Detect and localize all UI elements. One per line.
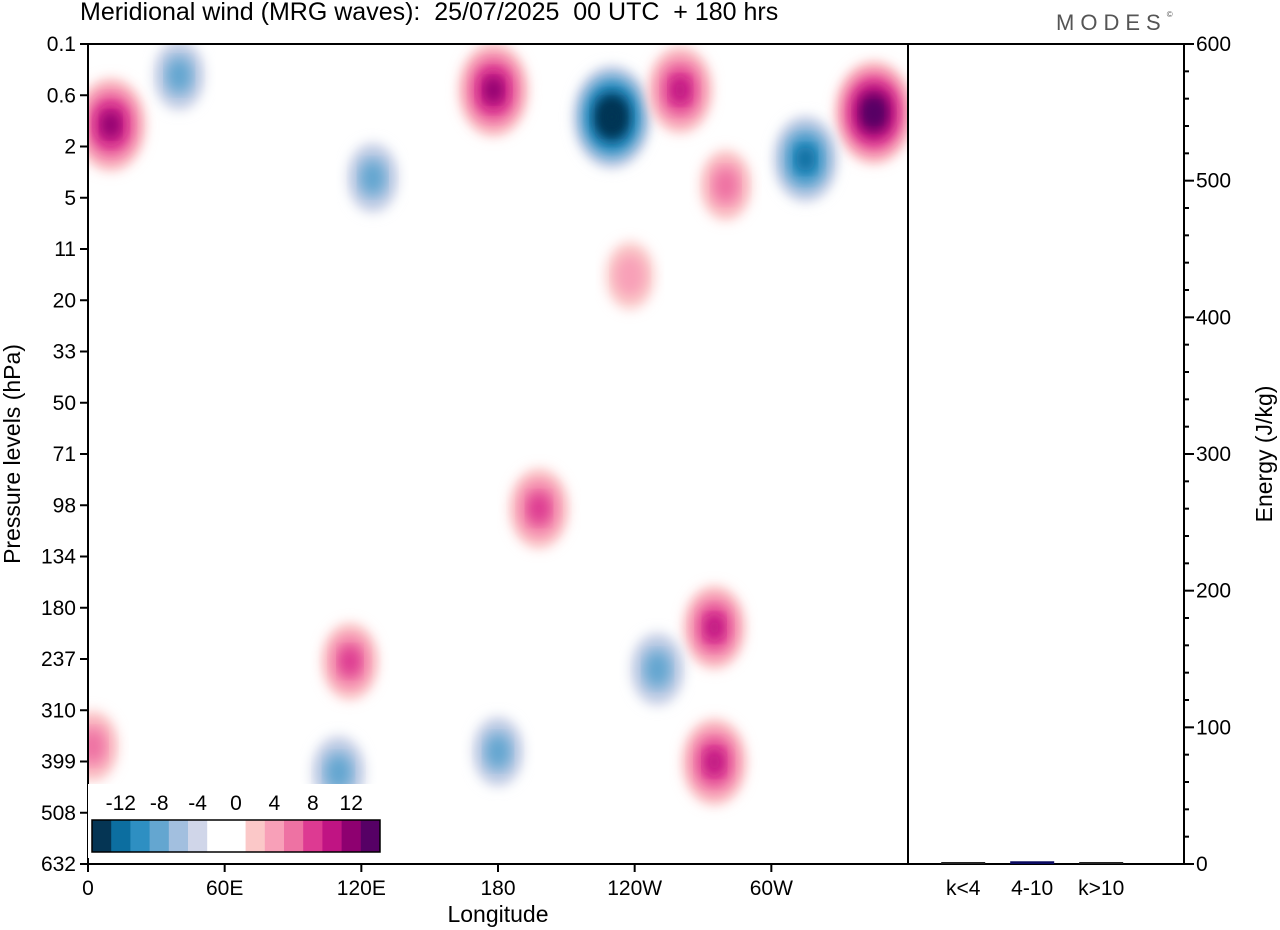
contour-blob bbox=[670, 77, 690, 103]
axes: 0.1 0.6 2 5 11 20 33 50 71 98 134 180 237 310 399 508 63… bbox=[0, 33, 1277, 927]
energy-tick-label: 500 bbox=[1196, 170, 1231, 193]
energy-bar bbox=[1079, 862, 1124, 864]
y-tick-label: 180 bbox=[41, 597, 76, 620]
y-tick-label: 310 bbox=[41, 699, 76, 722]
colorbar-swatch bbox=[207, 820, 227, 852]
colorbar-swatch bbox=[226, 820, 247, 852]
x-tick-label: 180 bbox=[480, 877, 515, 900]
contour-blob bbox=[88, 730, 105, 762]
colorbar-label: 4 bbox=[269, 792, 281, 815]
colorbar-swatch bbox=[303, 820, 323, 852]
colorbar-label: 0 bbox=[230, 792, 242, 815]
colorbar-swatch bbox=[245, 820, 266, 852]
y-tick-label: 134 bbox=[41, 546, 76, 569]
energy-tick-label: 0 bbox=[1196, 853, 1208, 876]
brand-logo: MODES© bbox=[1056, 10, 1173, 35]
colorbar-label: -12 bbox=[106, 792, 136, 815]
y-tick-label: 98 bbox=[53, 494, 76, 517]
energy-axis-title: Energy (J/kg) bbox=[1251, 386, 1277, 523]
contour-blob bbox=[340, 647, 360, 675]
contour-blob bbox=[705, 749, 724, 775]
colorbar-swatch bbox=[264, 820, 285, 852]
x-tick-label: 120E bbox=[337, 877, 386, 900]
colorbar-swatch bbox=[130, 820, 151, 852]
colorbar-swatch bbox=[188, 820, 208, 852]
y-tick-label: 632 bbox=[41, 853, 76, 876]
energy-bar bbox=[941, 862, 986, 864]
colorbar-frame bbox=[91, 819, 381, 853]
x-tick-label: 120W bbox=[607, 877, 662, 900]
y-tick-label: 237 bbox=[41, 648, 76, 671]
contour-blob bbox=[486, 735, 510, 768]
contour-blob bbox=[796, 146, 815, 172]
colorbar-label: -4 bbox=[188, 792, 207, 815]
colorbar-swatch bbox=[322, 820, 343, 852]
y-tick-label: 50 bbox=[53, 392, 76, 415]
contour-blob bbox=[167, 59, 191, 92]
colorbar-swatch bbox=[111, 820, 131, 852]
colorbar-swatch bbox=[360, 820, 381, 852]
y-tick-label: 0.6 bbox=[47, 84, 76, 107]
colorbar-swatch bbox=[168, 820, 189, 852]
contour-blob bbox=[102, 113, 120, 137]
y-tick-label: 33 bbox=[53, 341, 76, 364]
x-axis-title: Longitude bbox=[447, 901, 548, 927]
energy-tick-label: 600 bbox=[1196, 33, 1231, 56]
chart-title: Meridional wind (MRG waves): 25/07/2025 … bbox=[80, 0, 779, 26]
colorbar-label: 12 bbox=[340, 792, 363, 815]
y-tick-label: 71 bbox=[53, 443, 76, 466]
contour-blob bbox=[604, 107, 620, 127]
contour-blob bbox=[484, 78, 502, 102]
energy-tick-label: 100 bbox=[1196, 716, 1231, 739]
x-tick-label: 60E bbox=[206, 877, 243, 900]
contour-blob bbox=[326, 755, 351, 789]
energy-bar bbox=[1010, 861, 1055, 864]
colorbar: -12 -8 -4 0 4 8 12 bbox=[88, 784, 384, 858]
energy-category-label: 4-10 bbox=[1011, 877, 1053, 900]
contour-blob bbox=[645, 652, 670, 686]
energy-category-label: k<4 bbox=[946, 877, 981, 900]
y-tick-label: 399 bbox=[41, 751, 76, 774]
energy-tick-label: 200 bbox=[1196, 580, 1231, 603]
colorbar-swatch bbox=[284, 820, 304, 852]
contour-blob bbox=[714, 169, 738, 202]
contour-blob bbox=[361, 161, 385, 194]
energy-tick-label: 300 bbox=[1196, 443, 1231, 466]
colorbar-swatch bbox=[341, 820, 362, 852]
y-tick-label: 2 bbox=[64, 136, 76, 159]
contour-blob bbox=[528, 494, 550, 523]
contour-blob bbox=[866, 102, 882, 123]
y-tick-label: 508 bbox=[41, 802, 76, 825]
brand-text: MODES bbox=[1056, 10, 1167, 35]
colorbar-label: 8 bbox=[307, 792, 319, 815]
y-tick-label: 20 bbox=[53, 289, 76, 312]
y-tick-label: 0.1 bbox=[47, 33, 76, 56]
energy-bars: k<4 4-10 k>10 bbox=[941, 861, 1124, 900]
contour-field bbox=[88, 44, 908, 810]
x-tick-label: 60W bbox=[750, 877, 793, 900]
y-axis-title: Pressure levels (hPa) bbox=[0, 344, 25, 564]
colorbar-swatch bbox=[149, 820, 170, 852]
energy-tick-label: 400 bbox=[1196, 306, 1231, 329]
x-tick-label: 0 bbox=[82, 877, 94, 900]
y-tick-label: 11 bbox=[54, 238, 76, 261]
energy-plot-frame bbox=[907, 43, 1185, 865]
colorbar-label: -8 bbox=[150, 792, 169, 815]
y-tick-label: 5 bbox=[64, 187, 76, 210]
contour-blob bbox=[705, 615, 724, 640]
energy-category-label: k>10 bbox=[1078, 877, 1124, 900]
contour-blob bbox=[615, 254, 646, 297]
colorbar-swatch bbox=[92, 820, 112, 852]
